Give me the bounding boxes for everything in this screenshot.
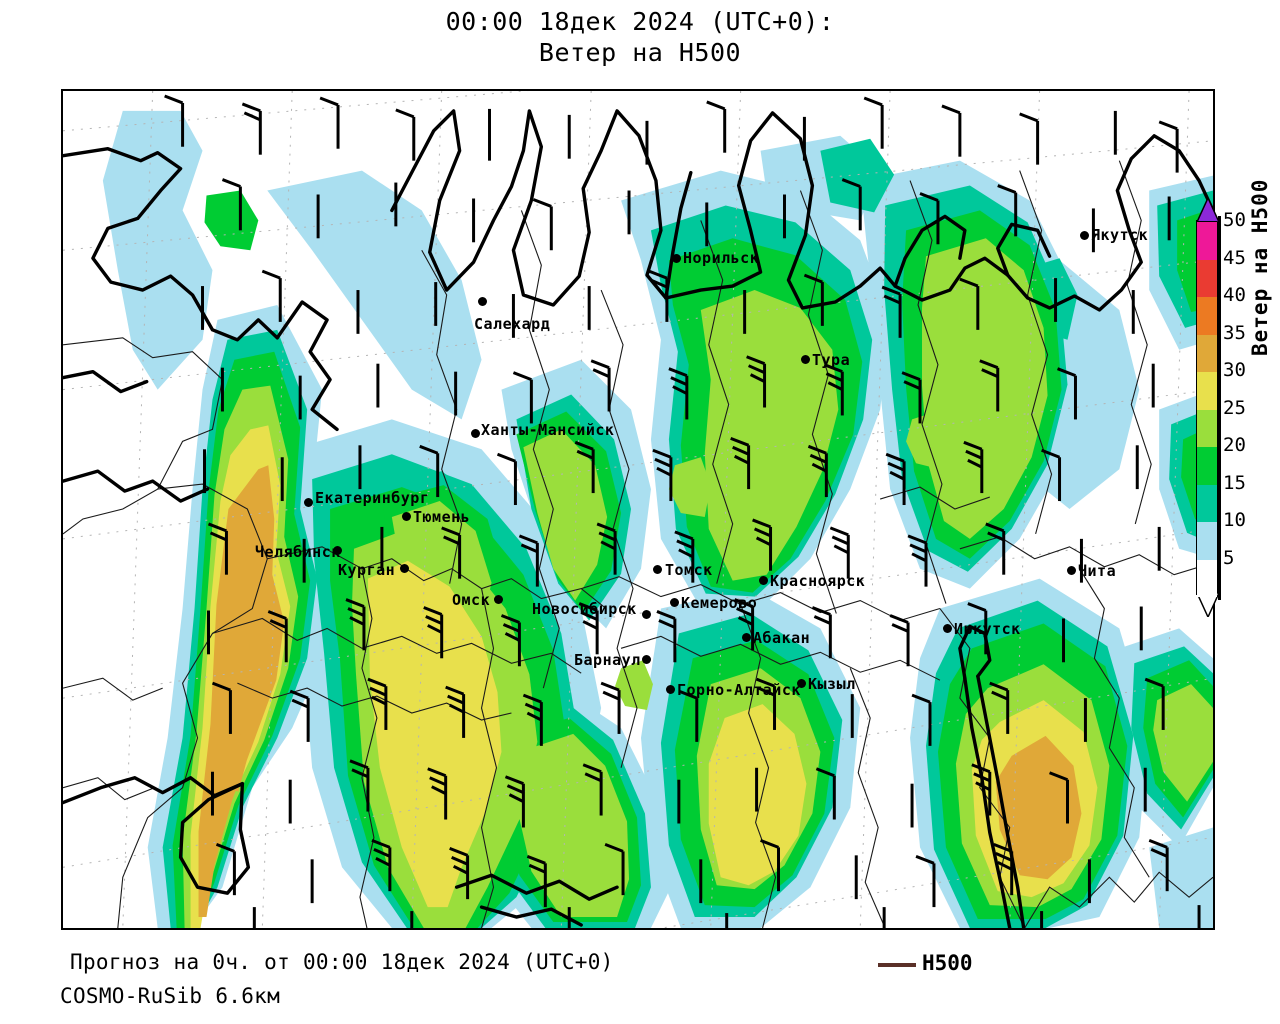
- colorbar: 5 10 15 20 25 30 35 40 45 50 Ветер на H500: [1196, 179, 1280, 626]
- city-label-Екатеринбург: Екатеринбург: [315, 489, 430, 507]
- colorbar-band-5-10: [1197, 521, 1217, 560]
- colorbar-tick-10: 10: [1223, 509, 1246, 531]
- city-dot-Кемерово: [670, 598, 679, 607]
- colorbar-tick-45: 45: [1223, 246, 1246, 269]
- city-label-Кызыл: Кызыл: [808, 675, 856, 693]
- city-label-Курган: Курган: [338, 561, 396, 579]
- city-dot-Ханты-Мансийск: [471, 429, 480, 438]
- weather-map[interactable]: Якутск Норильск Салехард Тура Ханты-Мансийск…: [61, 89, 1215, 930]
- colorbar-tick-5: 5: [1223, 546, 1235, 569]
- colorbar-band-35-40: [1197, 296, 1217, 335]
- colorbar-tick-30: 30: [1223, 359, 1246, 381]
- colorbar-tick-35: 35: [1223, 321, 1246, 344]
- colorbar-band-25-30: [1197, 371, 1217, 410]
- city-dot-Норильск: [672, 254, 681, 263]
- city-label-Тура: Тура: [812, 351, 851, 369]
- city-dot-Омск: [494, 595, 503, 604]
- city-dot-Барнаул: [642, 655, 651, 664]
- colorbar-tick-labels: 5 10 15 20 25 30 35 40 45 50: [1223, 196, 1269, 626]
- wind-barbs: [164, 94, 1203, 928]
- city-label-Томск: Томск: [665, 561, 713, 579]
- city-label-Барнаул: Барнаул: [574, 651, 641, 669]
- city-dot-Курган: [400, 564, 409, 573]
- city-label-Тюмень: Тюмень: [413, 508, 471, 526]
- colorbar-tick-40: 40: [1223, 284, 1246, 306]
- city-dot-Кызыл: [797, 679, 806, 688]
- city-label-Чита: Чита: [1078, 562, 1117, 580]
- city-dot-Томск: [653, 565, 662, 574]
- city-label-Салехард: Салехард: [474, 315, 551, 333]
- city-dot-Новосибирск: [642, 610, 651, 619]
- colorbar-band-20-25: [1197, 408, 1217, 447]
- city-dot-Якутск: [1080, 231, 1089, 240]
- city-dot-Иркутск: [943, 624, 952, 633]
- city-dot-Тура: [801, 355, 810, 364]
- colorbar-axis-label: Ветер на H500: [1248, 178, 1272, 356]
- city-dot-Салехард: [478, 297, 487, 306]
- colorbar-band-15-20: [1197, 446, 1217, 485]
- city-label-Иркутск: Иркутск: [954, 620, 1021, 638]
- model-info: COSMO-RuSib 6.6км: [60, 984, 281, 1008]
- city-label-Якутск: Якутск: [1091, 226, 1149, 244]
- title-line-2: Ветер на H500: [538, 38, 742, 67]
- city-dot-Горно-Алтайск: [666, 685, 675, 694]
- page-title: 00:00 18дек 2024 (UTC+0): Ветер на H500: [0, 6, 1280, 68]
- city-label-Абакан: Абакан: [753, 629, 811, 647]
- colorbar-band-0-5: [1197, 558, 1217, 597]
- colorbar-band-40-45: [1197, 258, 1217, 297]
- city-label-Омск: Омск: [452, 591, 491, 609]
- city-label-Ханты-Мансийск: Ханты-Мансийск: [481, 421, 615, 439]
- colorbar-tick-20: 20: [1223, 434, 1246, 456]
- colorbar-over-arrow: [1197, 198, 1219, 222]
- colorbar-axis-line: [1218, 216, 1221, 600]
- coastlines: [63, 109, 1213, 928]
- city-dot-Красноярск: [759, 576, 768, 585]
- forecast-info: Прогноз на 0ч. от 00:00 18дек 2024 (UTC+…: [70, 950, 614, 974]
- map-canvas: [63, 91, 1213, 928]
- latlon-grid: [63, 91, 1213, 928]
- city-dot-Чита: [1067, 566, 1076, 575]
- h500-legend-line: [878, 963, 916, 967]
- colorbar-under-arrow: [1197, 593, 1219, 617]
- colorbar-tick-15: 15: [1223, 471, 1246, 494]
- colorbar-band-10-15: [1197, 483, 1217, 522]
- city-dot-Абакан: [742, 633, 751, 642]
- city-label-Норильск: Норильск: [683, 249, 760, 267]
- city-label-Новосибирск: Новосибирск: [532, 600, 637, 618]
- city-label-Горно-Алтайск: Горно-Алтайск: [677, 681, 801, 699]
- region-borders: [63, 160, 1213, 928]
- colorbar-band-30-35: [1197, 333, 1217, 372]
- city-dot-Тюмень: [402, 512, 411, 521]
- city-label-Красноярск: Красноярск: [770, 572, 866, 590]
- title-line-1: 00:00 18дек 2024 (UTC+0):: [445, 7, 835, 36]
- city-dot-Челябинск: [333, 546, 342, 555]
- colorbar-band-45-50: [1197, 221, 1217, 260]
- city-label-Челябинск: Челябинск: [255, 543, 341, 561]
- colorbar-tick-25: 25: [1223, 396, 1246, 419]
- city-label-Кемерово: Кемерово: [681, 594, 758, 612]
- colorbar-gradient: [1196, 198, 1219, 617]
- colorbar-tick-50: 50: [1223, 209, 1246, 231]
- city-dot-Екатеринбург: [304, 498, 313, 507]
- h500-legend-label: H500: [922, 951, 973, 975]
